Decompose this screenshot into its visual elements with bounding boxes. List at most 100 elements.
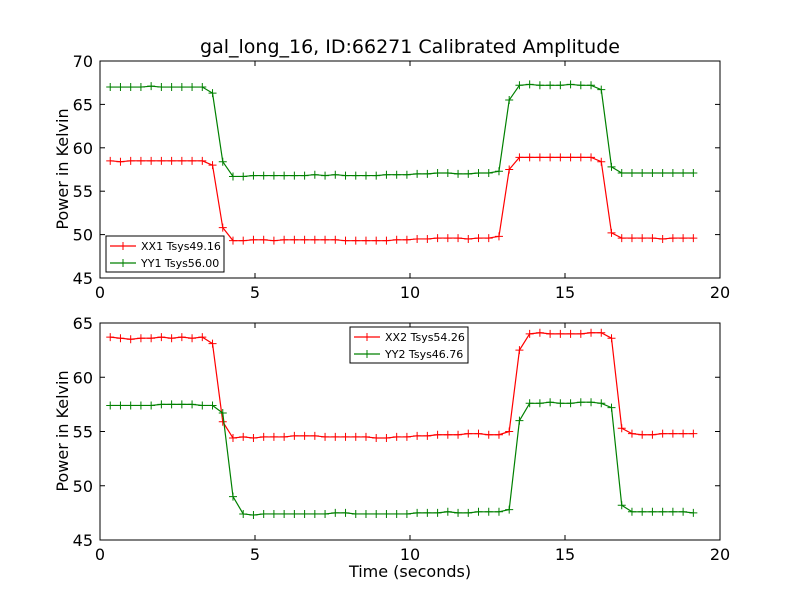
legend-marker (119, 242, 127, 250)
data-point (321, 509, 330, 518)
legend-marker (119, 259, 127, 267)
data-point (494, 507, 503, 516)
data-point (566, 329, 575, 338)
data-point (658, 507, 667, 516)
data-point (423, 508, 432, 517)
data-point (484, 234, 493, 243)
data-point (556, 399, 565, 408)
data-point (566, 153, 575, 162)
data-point (525, 399, 534, 408)
data-point (228, 236, 237, 245)
data-point (494, 232, 503, 241)
data-point (648, 234, 657, 243)
data-point (300, 431, 309, 440)
legend-label: YY2 Tsys46.76 (384, 348, 463, 361)
data-point (576, 153, 585, 162)
data-point (566, 399, 575, 408)
data-point (607, 334, 616, 343)
data-point (546, 153, 555, 162)
data-point (310, 509, 319, 518)
data-point (668, 234, 677, 243)
legend-box (105, 235, 225, 273)
series-2-1 (106, 328, 698, 443)
data-point (556, 81, 565, 90)
data-point (177, 400, 186, 409)
data-point (546, 398, 555, 407)
data-point (351, 236, 360, 245)
data-point (361, 236, 370, 245)
data-point (106, 401, 115, 410)
x-tick-label: 20 (710, 283, 730, 302)
data-point (556, 329, 565, 338)
data-point (617, 424, 626, 433)
data-point (167, 400, 176, 409)
data-point (402, 235, 411, 244)
data-point (259, 432, 268, 441)
x-tick-label: 15 (555, 545, 575, 564)
data-point (300, 509, 309, 518)
data-point (484, 168, 493, 177)
data-point (402, 170, 411, 179)
data-point (310, 431, 319, 440)
x-tick-label: 15 (555, 283, 575, 302)
data-point (116, 157, 125, 166)
data-point (515, 416, 524, 425)
data-point (505, 427, 514, 436)
data-point (464, 429, 473, 438)
y-tick-label: 65 (73, 314, 93, 333)
series-line (110, 83, 694, 178)
data-point (331, 432, 340, 441)
data-point (433, 508, 442, 517)
data-point (546, 329, 555, 338)
series-1-1 (106, 153, 698, 245)
data-point (454, 430, 463, 439)
data-point (249, 235, 258, 244)
data-point (525, 329, 534, 338)
data-point (484, 507, 493, 516)
series-2-2 (106, 398, 698, 520)
data-point (505, 165, 514, 174)
data-point (280, 509, 289, 518)
data-point (157, 333, 166, 342)
data-point (290, 509, 299, 518)
data-point (259, 171, 268, 180)
data-point (423, 431, 432, 440)
legend-marker (363, 333, 371, 341)
data-point (269, 509, 278, 518)
data-point (423, 234, 432, 243)
y-tick-label: 50 (73, 477, 93, 496)
data-point (658, 168, 667, 177)
data-point (638, 507, 647, 516)
y-tick-label: 50 (73, 226, 93, 245)
data-point (413, 508, 422, 517)
data-point (679, 234, 688, 243)
y-axis-label-bottom: Power in Kelvin (53, 370, 72, 491)
data-point (443, 168, 452, 177)
data-point (679, 507, 688, 516)
data-point (689, 508, 698, 517)
data-point (300, 171, 309, 180)
data-point (290, 431, 299, 440)
data-point (167, 156, 176, 165)
data-point (433, 168, 442, 177)
data-point (382, 236, 391, 245)
data-point (218, 409, 227, 418)
data-point (106, 83, 115, 92)
data-point (321, 432, 330, 441)
data-point (505, 505, 514, 514)
data-point (413, 431, 422, 440)
data-point (587, 81, 596, 90)
data-point (228, 492, 237, 501)
data-point (515, 346, 524, 355)
y-axis-label-top: Power in Kelvin (53, 108, 72, 229)
data-point (464, 508, 473, 517)
data-point (474, 234, 483, 243)
y-tick-label: 55 (73, 182, 93, 201)
data-point (392, 509, 401, 518)
data-point (679, 168, 688, 177)
data-point (177, 333, 186, 342)
data-point (535, 328, 544, 337)
data-point (136, 334, 145, 343)
data-point (351, 432, 360, 441)
data-point (638, 234, 647, 243)
